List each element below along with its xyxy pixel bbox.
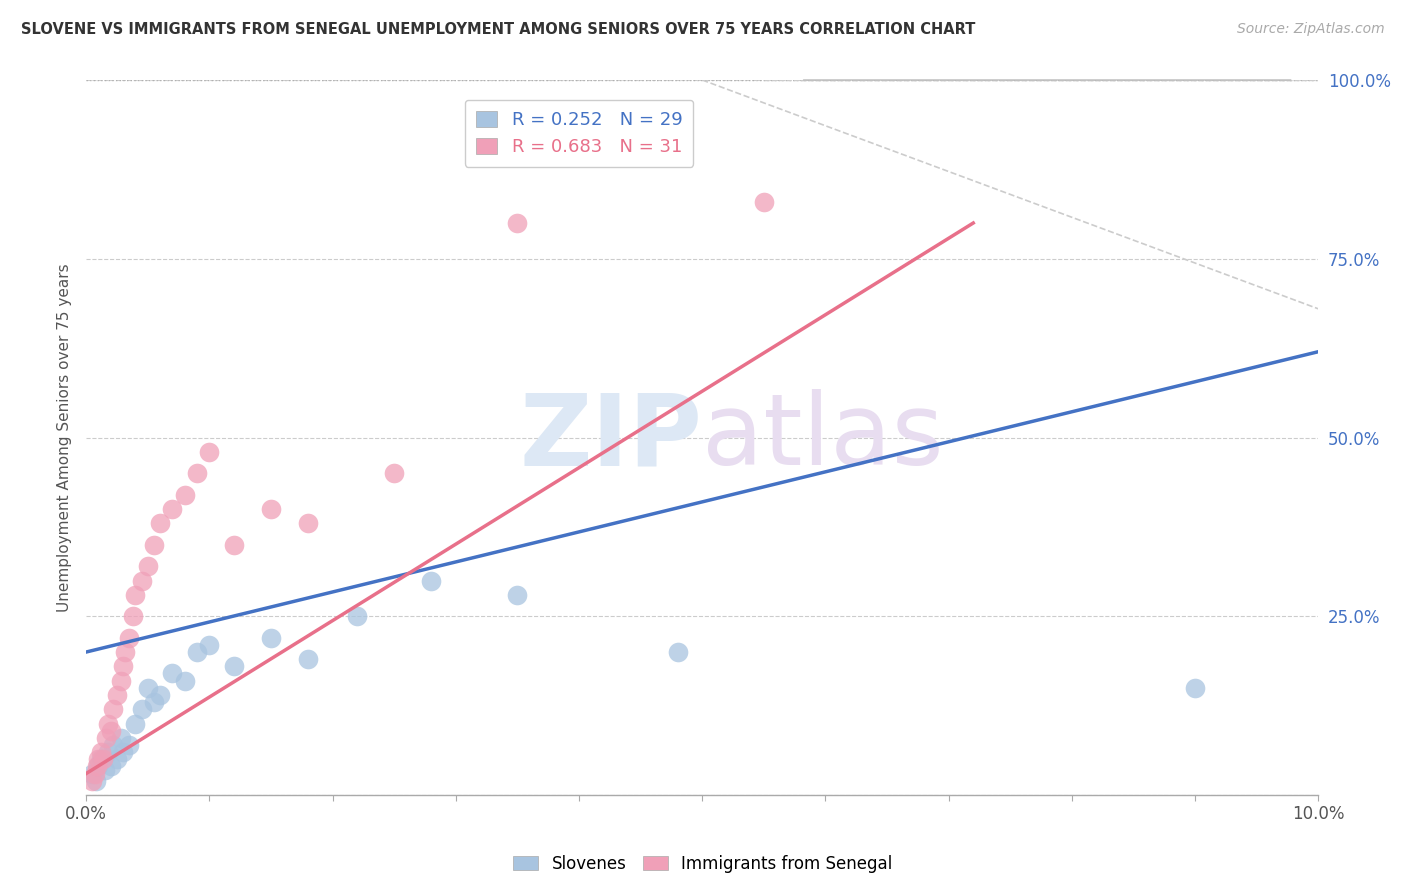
Point [1184, 681, 1206, 695]
Point [90, 745, 112, 759]
Point [131, 702, 153, 716]
Y-axis label: Unemployment Among Seniors over 75 years: Unemployment Among Seniors over 75 years [58, 263, 72, 612]
Point [131, 574, 153, 588]
Point [83, 766, 105, 780]
Point [222, 659, 245, 673]
Point [346, 609, 368, 624]
Point [297, 516, 319, 531]
Point [173, 488, 195, 502]
Point [198, 445, 221, 459]
Text: ZIP: ZIP [519, 389, 702, 486]
Point [173, 673, 195, 688]
Point [124, 716, 146, 731]
Point [382, 467, 405, 481]
Point [87, 752, 110, 766]
Point [186, 645, 208, 659]
Point [186, 467, 208, 481]
Point [124, 588, 146, 602]
Legend: R = 0.252   N = 29, R = 0.683   N = 31: R = 0.252 N = 29, R = 0.683 N = 31 [465, 100, 693, 167]
Point [110, 731, 132, 745]
Point [110, 673, 132, 688]
Point [260, 502, 283, 516]
Point [82, 773, 104, 788]
Point [93, 763, 115, 777]
Point [105, 688, 128, 702]
Point [101, 738, 124, 752]
Point [82, 766, 104, 780]
Point [506, 588, 529, 602]
Legend: Slovenes, Immigrants from Senegal: Slovenes, Immigrants from Senegal [506, 848, 900, 880]
Point [86, 759, 108, 773]
Text: SLOVENE VS IMMIGRANTS FROM SENEGAL UNEMPLOYMENT AMONG SENIORS OVER 75 YEARS CORR: SLOVENE VS IMMIGRANTS FROM SENEGAL UNEMP… [21, 22, 976, 37]
Point [122, 609, 145, 624]
Point [149, 688, 172, 702]
Point [118, 738, 141, 752]
Point [91, 752, 114, 766]
Point [100, 723, 122, 738]
Point [136, 681, 159, 695]
Point [162, 666, 184, 681]
Point [260, 631, 283, 645]
Point [87, 759, 110, 773]
Point [162, 502, 184, 516]
Point [90, 752, 112, 766]
Point [142, 538, 165, 552]
Text: atlas: atlas [702, 389, 943, 486]
Point [118, 631, 141, 645]
Text: Source: ZipAtlas.com: Source: ZipAtlas.com [1237, 22, 1385, 37]
Point [100, 759, 122, 773]
Point [666, 645, 689, 659]
Point [297, 652, 319, 666]
Point [506, 216, 529, 230]
Point [752, 194, 775, 209]
Point [112, 659, 135, 673]
Point [142, 695, 165, 709]
Point [97, 716, 120, 731]
Point [101, 702, 124, 716]
Point [149, 516, 172, 531]
Point [84, 773, 107, 788]
Point [94, 731, 117, 745]
Point [222, 538, 245, 552]
Point [136, 559, 159, 574]
Point [114, 645, 136, 659]
Point [198, 638, 221, 652]
Point [420, 574, 443, 588]
Point [112, 745, 135, 759]
Point [105, 752, 128, 766]
Point [97, 745, 120, 759]
